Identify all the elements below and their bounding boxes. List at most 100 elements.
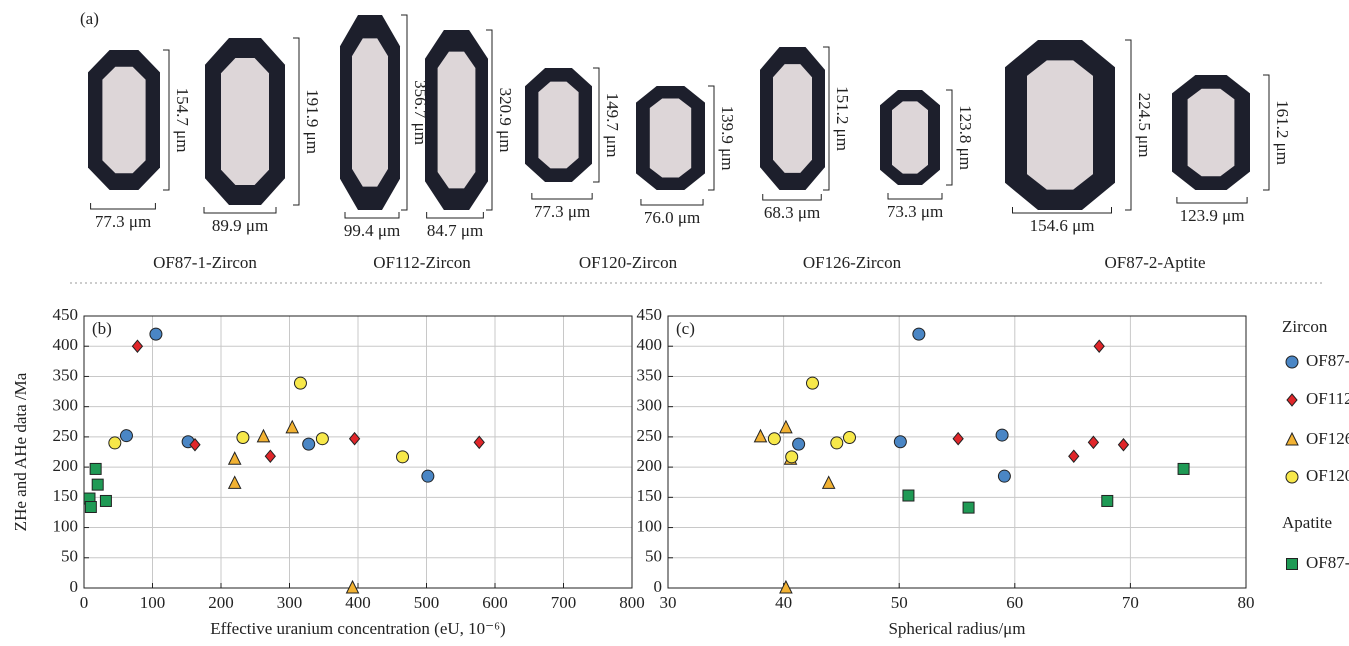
panel-label: (b) (92, 319, 112, 338)
legend-marker (1286, 393, 1298, 407)
y-tick-label: 150 (637, 486, 663, 505)
y-tick-label: 0 (654, 577, 663, 596)
point (264, 449, 276, 464)
height-label: 139.9 μm (718, 106, 737, 171)
point (91, 478, 104, 491)
legend-marker (1285, 431, 1299, 446)
point (285, 419, 300, 434)
y-axis-title: ZHe and AHe data /Ma (11, 372, 30, 531)
x-tick-label: 800 (619, 593, 645, 612)
height-bracket (486, 29, 493, 211)
y-tick-label: 350 (637, 365, 663, 384)
height-bracket (708, 85, 715, 191)
y-tick-label: 0 (70, 577, 79, 596)
width-bracket (762, 194, 822, 201)
point (842, 430, 856, 444)
width-bracket (1176, 197, 1248, 204)
height-label: 191.9 μm (303, 89, 322, 154)
legend-marker (1286, 558, 1298, 570)
point (149, 327, 163, 341)
y-tick-label: 450 (637, 305, 663, 324)
point (792, 437, 806, 451)
x-tick-label: 70 (1122, 593, 1139, 612)
width-bracket (640, 199, 704, 206)
point (767, 432, 781, 446)
sample-label: OF120-Zircon (579, 253, 678, 272)
point (997, 469, 1011, 483)
grain-core (1027, 60, 1093, 190)
legend-label: OF120 (1306, 466, 1349, 485)
legend-title: Zircon (1282, 317, 1328, 336)
y-tick-label: 100 (53, 516, 79, 535)
width-label: 99.4 μm (344, 221, 400, 240)
sample-label: OF87-1-Zircon (153, 253, 257, 272)
width-bracket (426, 212, 484, 219)
width-bracket (90, 203, 156, 210)
width-bracket (531, 193, 593, 200)
point (396, 450, 410, 464)
height-label: 161.2 μm (1273, 100, 1292, 165)
y-tick-label: 300 (637, 396, 663, 415)
point (830, 436, 844, 450)
legend-marker (1285, 470, 1299, 484)
y-tick-label: 400 (637, 335, 663, 354)
point (753, 428, 768, 443)
point (779, 579, 793, 594)
height-label: 123.8 μm (956, 105, 975, 170)
width-bracket (344, 212, 400, 219)
point (189, 437, 201, 452)
grain-core (102, 66, 146, 174)
height-bracket (1125, 39, 1132, 211)
point (1087, 435, 1100, 450)
point (84, 501, 97, 514)
plot-frame (83, 315, 633, 589)
grain-core (352, 38, 388, 187)
point (902, 489, 915, 502)
x-tick-label: 700 (551, 593, 577, 612)
x-tick-label: 600 (482, 593, 508, 612)
point (912, 327, 926, 341)
grain-core (538, 81, 579, 169)
width-bracket (203, 207, 277, 214)
x-tick-label: 200 (208, 593, 234, 612)
plot-frame (667, 315, 1247, 589)
x-axis-title: Effective uranium concentration (eU, 10⁻… (210, 619, 505, 638)
width-bracket (1012, 207, 1112, 214)
legend-label: OF87-2 (1306, 553, 1349, 572)
point (89, 462, 102, 475)
height-label: 149.7 μm (603, 93, 622, 158)
x-axis-title: Spherical radius/μm (888, 619, 1025, 638)
point (962, 501, 975, 514)
x-tick-label: 500 (414, 593, 440, 612)
panel-label: (c) (676, 319, 695, 338)
y-tick-label: 50 (645, 547, 662, 566)
grain-core (892, 101, 928, 174)
point (236, 430, 250, 444)
legend-marker (1285, 355, 1299, 369)
point (108, 436, 122, 450)
width-label: 154.6 μm (1030, 216, 1095, 235)
point (1093, 339, 1105, 354)
y-tick-label: 250 (637, 426, 663, 445)
y-tick-label: 450 (53, 305, 79, 324)
x-tick-label: 100 (140, 593, 166, 612)
x-tick-label: 60 (1006, 593, 1023, 612)
grain-core (773, 64, 812, 173)
width-label: 76.0 μm (644, 208, 700, 227)
x-tick-label: 300 (277, 593, 303, 612)
height-label: 320.9 μm (496, 88, 515, 153)
x-tick-label: 50 (891, 593, 908, 612)
y-tick-label: 200 (53, 456, 79, 475)
point (952, 431, 964, 446)
point (893, 435, 907, 449)
point (99, 494, 112, 507)
sample-label: OF112-Zircon (373, 253, 471, 272)
width-label: 73.3 μm (887, 202, 943, 221)
point (302, 437, 316, 451)
point (779, 419, 793, 434)
legend-label: OF87-1 (1306, 351, 1349, 370)
point (256, 428, 271, 443)
x-tick-label: 30 (660, 593, 677, 612)
y-tick-label: 100 (637, 516, 663, 535)
